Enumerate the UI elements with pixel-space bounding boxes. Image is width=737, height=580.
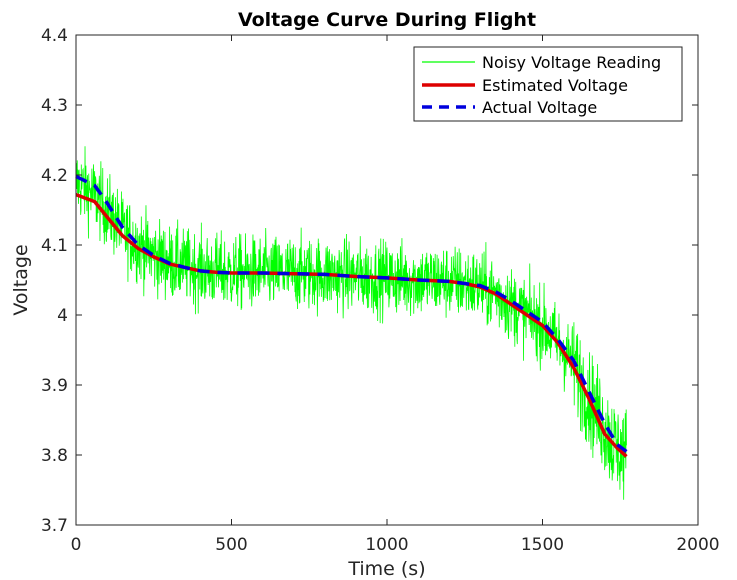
legend-label-estimated-voltage: Estimated Voltage [482, 76, 628, 95]
legend-label-noisy-voltage: Noisy Voltage Reading [482, 53, 661, 72]
x-axis: 0 500 1000 1500 2000 [71, 35, 720, 555]
y-axis-label: Voltage [10, 244, 32, 315]
y-tick-label: 3.9 [41, 376, 68, 396]
y-tick-label: 3.8 [41, 446, 68, 466]
x-tick-label: 2000 [676, 535, 719, 555]
chart-title: Voltage Curve During Flight [238, 9, 536, 31]
legend-label-actual-voltage: Actual Voltage [482, 98, 597, 117]
y-tick-label: 4 [57, 306, 68, 326]
x-tick-label: 1000 [365, 535, 408, 555]
y-tick-label: 4.3 [41, 96, 68, 116]
series-actual-voltage [75, 174, 628, 453]
x-tick-label: 1500 [521, 535, 564, 555]
y-tick-label: 3.7 [41, 516, 68, 536]
legend: Noisy Voltage Reading Estimated Voltage … [413, 46, 683, 122]
y-tick-label: 4.4 [41, 26, 68, 46]
y-tick-label: 4.1 [41, 236, 68, 256]
y-tick-label: 4.2 [41, 166, 68, 186]
x-tick-label: 0 [71, 535, 82, 555]
line-series-layer [75, 174, 628, 458]
y-axis: 3.7 3.8 3.9 4 4.1 4.2 4.3 4.4 [41, 26, 698, 536]
x-tick-label: 500 [215, 535, 247, 555]
x-axis-label: Time (s) [347, 558, 425, 580]
